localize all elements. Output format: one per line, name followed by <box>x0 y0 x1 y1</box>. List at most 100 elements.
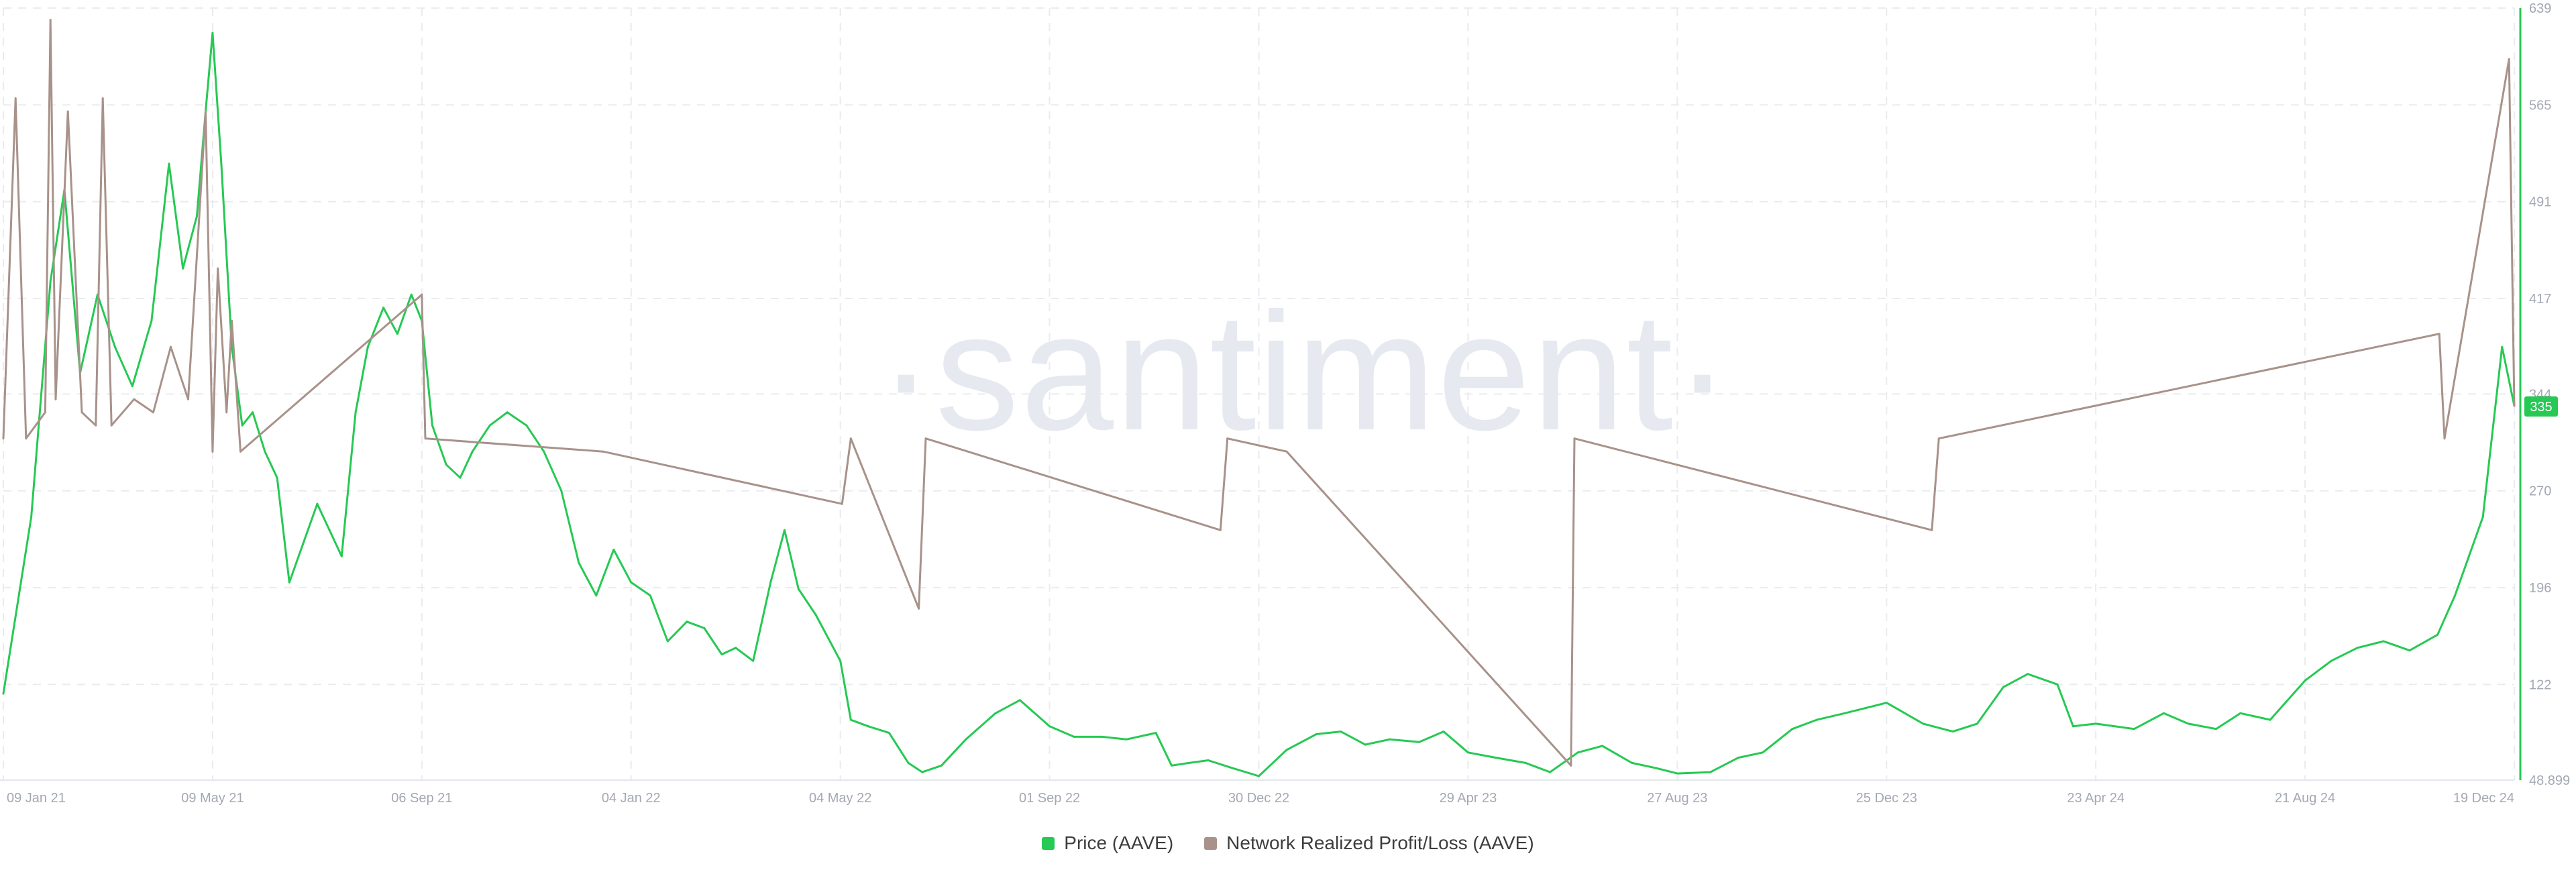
price-point <box>182 267 184 270</box>
x-tick-label: 23 Apr 24 <box>2067 791 2125 806</box>
price-point <box>1073 735 1075 738</box>
realized-pnl-point <box>217 267 219 270</box>
price-point <box>1018 699 1021 702</box>
price-point <box>1315 733 1318 735</box>
realized-pnl-point <box>849 437 852 440</box>
price-point <box>814 614 817 616</box>
realized-pnl-point <box>44 411 46 414</box>
price-point <box>30 516 33 519</box>
price-point <box>735 647 737 649</box>
price-point <box>150 319 153 322</box>
x-tick-label: 19 Dec 24 <box>2453 791 2514 806</box>
realized-pnl-point <box>2443 437 2446 440</box>
price-point <box>264 450 266 453</box>
price-point <box>2454 594 2457 597</box>
price-point <box>1442 730 1445 733</box>
price-point <box>1285 749 1288 751</box>
price-point <box>907 761 910 764</box>
price-point <box>1885 702 1888 704</box>
realized-pnl-point <box>1570 764 1572 767</box>
price-point <box>506 411 508 414</box>
price-point <box>168 162 170 165</box>
realized-pnl-point <box>101 97 104 100</box>
price-point <box>649 594 651 597</box>
price-point <box>1364 743 1366 746</box>
current-value-badge: 335 <box>2524 396 2558 417</box>
realized-pnl-swatch <box>1204 836 1218 850</box>
realized-pnl-point <box>2 437 5 440</box>
price-point <box>196 215 198 217</box>
price-point <box>2330 659 2332 662</box>
price-point <box>1232 767 1234 769</box>
x-axis-ticks: 09 Jan 21 09 May 21 06 Sep 21 04 Jan 22 04 M… <box>7 791 2514 806</box>
realized-pnl-point <box>1937 437 1940 440</box>
realized-pnl-point <box>1219 529 1222 531</box>
x-tick-label: 29 Apr 23 <box>1440 791 1497 806</box>
legend-label-price: Price (AAVE) <box>1064 832 1174 853</box>
price-point <box>849 718 852 721</box>
price-point <box>2408 649 2411 652</box>
price-point <box>2215 728 2217 730</box>
price-point <box>543 450 545 453</box>
y-tick-label: 270 <box>2529 484 2551 499</box>
price-point <box>2187 722 2190 725</box>
price-swatch <box>1042 836 1055 850</box>
realized-pnl-point <box>14 97 17 100</box>
y-tick-label: 122 <box>2529 677 2551 692</box>
realized-pnl-point <box>924 437 927 440</box>
current-value-text: 335 <box>2530 400 2552 415</box>
price-point <box>1951 730 1954 733</box>
realized-pnl-point <box>152 411 154 414</box>
price-point <box>1791 728 1794 730</box>
realized-pnl-point <box>54 398 57 400</box>
price-point <box>396 333 398 335</box>
realized-pnl-point <box>110 424 113 427</box>
y-tick-label: 196 <box>2529 581 2551 596</box>
watermark: ·santiment· <box>878 278 1731 465</box>
price-point <box>288 581 290 584</box>
price-point <box>2269 718 2271 721</box>
price-point <box>1418 741 1421 743</box>
price-point <box>302 542 305 545</box>
price-line <box>2 32 2516 777</box>
price-point <box>410 293 413 296</box>
realized-pnl-point <box>170 345 172 348</box>
x-tick-label: 09 May 21 <box>181 791 244 806</box>
price-point <box>211 32 214 34</box>
y-tick-label: 565 <box>2529 98 2551 113</box>
price-point <box>666 640 669 643</box>
price-point <box>1655 767 1658 769</box>
price-point <box>1676 772 1678 775</box>
legend-item-price[interactable]: Price (AAVE) <box>1042 832 1173 854</box>
price-point <box>1188 761 1190 764</box>
price-point <box>630 581 633 584</box>
realized-pnl-point <box>80 411 83 414</box>
price-point <box>1631 761 1633 764</box>
x-tick-label: 06 Sep 21 <box>391 791 452 806</box>
price-point <box>1815 718 1818 721</box>
realized-pnl-point <box>424 437 427 440</box>
price-point <box>1549 771 1552 773</box>
price-point <box>445 464 447 466</box>
x-tick-label: 25 Dec 23 <box>1856 791 1917 806</box>
price-point <box>612 549 615 551</box>
price-point <box>1601 745 1604 747</box>
price-point <box>340 555 343 557</box>
price-point <box>940 764 943 767</box>
price-series <box>2 32 2516 777</box>
price-point <box>131 385 133 388</box>
realized-pnl-point <box>918 607 920 610</box>
realized-pnl-point <box>421 293 423 296</box>
price-point <box>2436 633 2439 636</box>
price-point <box>354 411 357 414</box>
x-tick-label: 04 May 22 <box>809 791 871 806</box>
price-point <box>316 502 319 505</box>
realized-pnl-point <box>187 398 189 400</box>
x-tick-label: 09 Jan 21 <box>7 791 66 806</box>
price-point <box>220 162 223 165</box>
legend-item-realized-pnl[interactable]: Network Realized Profit/Loss (AAVE) <box>1204 832 1534 854</box>
price-point <box>1762 751 1764 754</box>
realized-pnl-point <box>205 110 207 113</box>
